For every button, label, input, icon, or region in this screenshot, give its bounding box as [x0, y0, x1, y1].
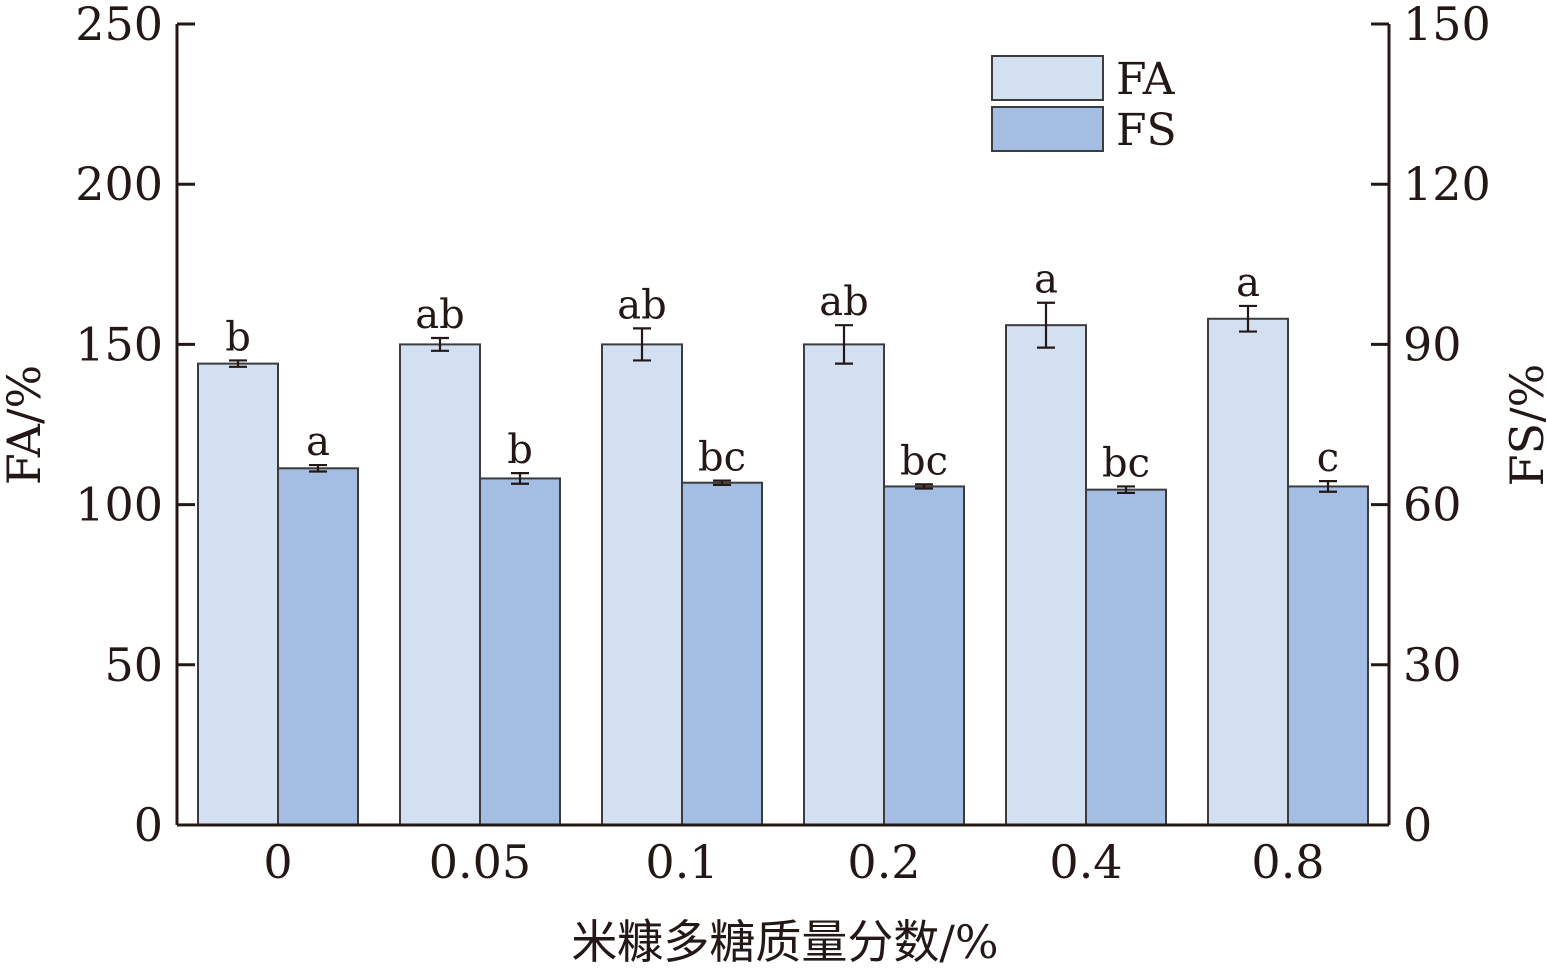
- x-tick-label-2: 0.1: [645, 835, 718, 889]
- sig-label-fa-0: b: [225, 314, 251, 360]
- bar-fa-1: [399, 343, 481, 826]
- bar-fs-2: [681, 481, 763, 826]
- bar-fa-5: [1207, 317, 1289, 826]
- sig-label-fs-1: b: [507, 427, 533, 473]
- x-tick-label-1: 0.05: [429, 835, 531, 889]
- sig-label-fs-2: bc: [698, 435, 746, 481]
- bar-fs-0: [277, 467, 359, 826]
- x-tick-label-4: 0.4: [1049, 835, 1122, 889]
- bars-layer: [197, 301, 1369, 826]
- sig-label-fs-4: bc: [1102, 440, 1150, 486]
- y2-tick-label-4: 120: [1403, 157, 1491, 211]
- y2-axis-title: FS/%: [1500, 364, 1546, 487]
- sig-label-fs-5: c: [1317, 435, 1339, 481]
- bar-fs-3: [883, 485, 965, 826]
- x-tick-label-0: 0: [263, 835, 292, 889]
- axes-layer: [175, 22, 1391, 827]
- bar-fa-4: [1005, 324, 1087, 826]
- sig-label-fa-1: ab: [415, 292, 464, 338]
- legend-swatch-fa: [991, 55, 1104, 101]
- y-tick-label-5: 250: [75, 0, 163, 51]
- x-axis-title: 米糠多糖质量分数/%: [571, 915, 998, 969]
- legend-label-fa: FA: [1116, 54, 1176, 105]
- bar-fa-3: [803, 343, 885, 826]
- y2-tick-label-2: 60: [1403, 478, 1462, 532]
- sig-label-fa-5: a: [1236, 260, 1260, 306]
- y-tick-label-2: 100: [75, 478, 163, 532]
- legend-label-fs: FS: [1116, 105, 1177, 156]
- sig-label-fs-3: bc: [900, 438, 948, 484]
- y2-tick-label-5: 150: [1403, 0, 1491, 51]
- sig-label-fa-4: a: [1034, 257, 1058, 303]
- bar-fs-5: [1287, 485, 1369, 826]
- sig-label-fa-2: ab: [617, 282, 666, 328]
- bar-fs-1: [479, 477, 561, 826]
- y2-tick-label-3: 90: [1403, 317, 1462, 371]
- x-tick-label-5: 0.8: [1251, 835, 1324, 889]
- y2-tick-label-0: 0: [1403, 798, 1432, 852]
- y-tick-label-1: 50: [104, 638, 163, 692]
- sig-label-fs-0: a: [306, 419, 330, 465]
- y-tick-label-0: 0: [134, 798, 163, 852]
- sig-label-fa-3: ab: [819, 279, 868, 325]
- x-tick-label-3: 0.2: [847, 835, 920, 889]
- labels-layer: b a 0 ab b 0.05 ab bc 0.1 ab bc 0.2 a bc 0.4 a c 0.8 0 50 10…: [75, 0, 1491, 889]
- bar-fa-0: [197, 362, 279, 826]
- y-axis-title: FA/%: [0, 365, 51, 485]
- y-tick-label-3: 150: [75, 317, 163, 371]
- bar-fa-2: [601, 343, 683, 826]
- bar-fs-4: [1085, 488, 1167, 826]
- legend-swatch-fs: [991, 106, 1104, 152]
- y2-tick-label-1: 30: [1403, 638, 1462, 692]
- y-tick-label-4: 200: [75, 157, 163, 211]
